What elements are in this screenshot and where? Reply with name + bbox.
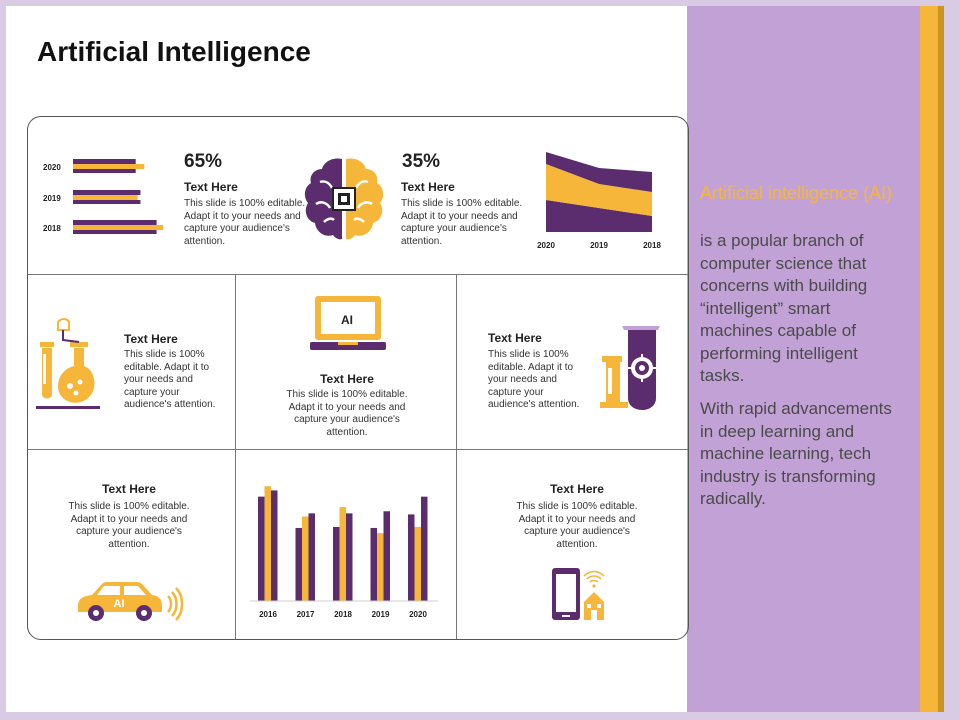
smartphone-smart-home-icon — [552, 568, 605, 620]
bar — [295, 527, 302, 601]
bar — [264, 486, 271, 601]
laptop-icon — [310, 296, 386, 350]
block-heading: Text Here — [550, 482, 604, 496]
bar — [73, 195, 138, 200]
bar — [302, 516, 309, 601]
tick-label: 2020 — [537, 241, 555, 250]
tick-label: 2020 — [43, 163, 61, 172]
robot-test-tube-icon — [600, 326, 660, 410]
bar — [421, 496, 428, 601]
brain-chip-icon — [304, 158, 384, 240]
block-heading: Text Here — [488, 331, 542, 345]
tick-label: 2016 — [259, 610, 277, 619]
bar — [333, 526, 340, 601]
laptop-label: AI — [341, 313, 353, 327]
page-title: Artificial Intelligence — [37, 36, 311, 67]
area-series — [546, 152, 652, 192]
infographic-frame — [27, 116, 689, 640]
divider — [235, 274, 236, 639]
side-panel — [687, 6, 920, 712]
bar — [383, 511, 390, 601]
bar — [258, 496, 265, 601]
bar — [408, 514, 415, 601]
panel-heading: Artificial intelligence (AI) — [700, 183, 893, 203]
block-heading: Text Here — [124, 332, 178, 346]
block-heading: Text Here — [401, 180, 455, 194]
accent-stripe-edge — [938, 6, 944, 712]
area-chart: 2020 2019 2018 — [537, 152, 661, 250]
horizontal-bar-chart: 2020 2019 2018 — [43, 159, 164, 234]
percent-value: 65% — [184, 151, 223, 172]
bar — [370, 527, 377, 601]
area-series — [546, 164, 652, 216]
panel-paragraph-1: is a popular branch of computer science … — [700, 231, 868, 385]
bar — [339, 507, 346, 601]
tick-label: 2018 — [43, 224, 61, 233]
tick-label: 2018 — [643, 241, 661, 250]
bar — [73, 164, 145, 169]
bar — [73, 169, 136, 173]
lab-flask-icon — [36, 318, 100, 409]
block-text: This slide is 100% editable. Adapt it to… — [68, 501, 190, 550]
bar — [346, 513, 353, 601]
divider — [456, 274, 457, 639]
accent-stripe — [920, 6, 938, 712]
block-text: This slide is 100% editable. Adapt it to… — [488, 349, 580, 410]
tick-label: 2019 — [590, 241, 608, 250]
block-text: This slide is 100% editable. Adapt it to… — [516, 501, 638, 550]
tick-label: 2019 — [43, 194, 61, 203]
bar — [73, 190, 141, 195]
block-text: This slide is 100% editable. Adapt it to… — [184, 198, 306, 247]
percent-value: 35% — [402, 151, 441, 172]
block-text: This slide is 100% editable. Adapt it to… — [286, 389, 408, 438]
bar — [414, 526, 421, 601]
tick-label: 2019 — [372, 610, 390, 619]
tick-label: 2018 — [334, 610, 352, 619]
tick-label: 2017 — [297, 610, 315, 619]
bar — [73, 225, 164, 230]
block-text: This slide is 100% editable. Adapt it to… — [401, 198, 523, 247]
bar — [73, 230, 157, 234]
divider — [28, 449, 688, 450]
panel-paragraph-2: With rapid advancements in deep learning… — [700, 399, 892, 508]
bar — [73, 200, 141, 204]
tick-label: 2020 — [409, 610, 427, 619]
bar — [271, 490, 278, 601]
block-heading: Text Here — [184, 180, 238, 194]
bar — [73, 220, 157, 225]
area-series — [546, 200, 652, 232]
divider — [28, 274, 688, 275]
block-heading: Text Here — [320, 372, 374, 386]
bar — [73, 159, 136, 164]
block-text: This slide is 100% editable. Adapt it to… — [124, 349, 216, 410]
car-label: AI — [113, 598, 125, 610]
self-driving-car-icon — [78, 582, 184, 621]
bar — [308, 513, 315, 601]
block-heading: Text Here — [102, 482, 156, 496]
column-bar-chart: 2016 2017 2018 2019 2020 — [250, 486, 438, 619]
bar — [377, 533, 384, 601]
